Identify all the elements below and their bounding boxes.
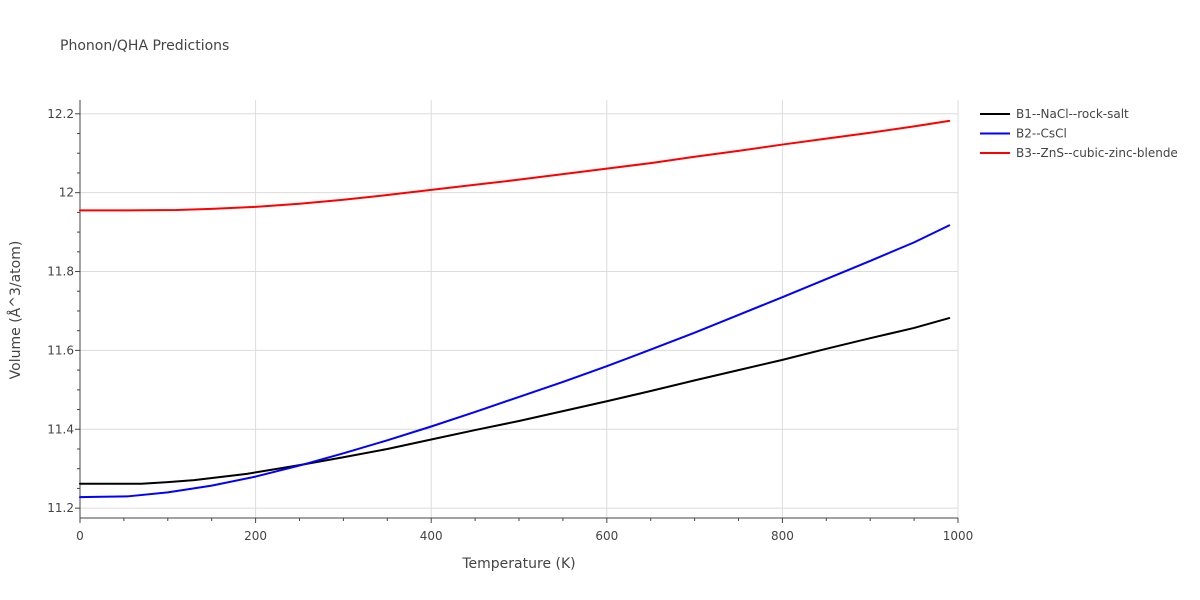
- series-line-2: [79, 224, 951, 499]
- series-line-3: [79, 119, 951, 212]
- legend-label: B3--ZnS--cubic-zinc-blende: [1016, 146, 1178, 160]
- y-tick-label: 12: [59, 186, 74, 200]
- y-tick-label: 11.8: [47, 265, 74, 279]
- y-tick-label: 11.2: [47, 501, 74, 515]
- x-tick-label: 200: [244, 529, 267, 543]
- legend[interactable]: B1--NaCl--rock-salt B2--CsCl B3--ZnS--cubi…: [980, 107, 1178, 160]
- x-tick-label: 800: [771, 529, 794, 543]
- y-axis-label: Volume (Å^3/atom): [7, 241, 24, 380]
- series-line-1: [79, 317, 951, 485]
- y-tick-label: 12.2: [47, 107, 74, 121]
- x-tick-labels: 0 200 400 600 800 1000: [76, 529, 973, 543]
- x-tick-label: 600: [595, 529, 618, 543]
- legend-item-2[interactable]: B2--CsCl: [980, 127, 1067, 141]
- x-tick-label: 400: [420, 529, 443, 543]
- x-axis-label: Temperature (K): [461, 556, 575, 572]
- x-tick-label: 1000: [943, 529, 974, 543]
- y-tick-labels: 11.2 11.4 11.6 11.8 12 12.2: [47, 107, 74, 515]
- legend-item-3[interactable]: B3--ZnS--cubic-zinc-blende: [980, 146, 1178, 160]
- y-tick-label: 11.6: [47, 343, 74, 357]
- x-tick-label: 0: [76, 529, 84, 543]
- axes: [75, 100, 959, 523]
- grid: [80, 100, 959, 518]
- series-lines: [79, 119, 951, 499]
- legend-item-1[interactable]: B1--NaCl--rock-salt: [980, 107, 1129, 121]
- legend-label: B2--CsCl: [1016, 127, 1067, 141]
- y-tick-label: 11.4: [47, 422, 74, 436]
- legend-label: B1--NaCl--rock-salt: [1016, 107, 1129, 121]
- chart-title: Phonon/QHA Predictions: [60, 38, 229, 54]
